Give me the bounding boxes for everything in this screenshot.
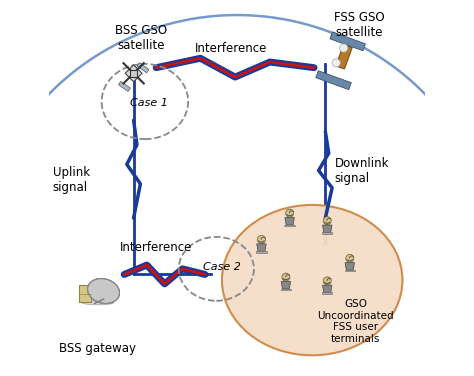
Bar — [118, 81, 130, 91]
Text: BSS gateway: BSS gateway — [59, 342, 137, 355]
Polygon shape — [281, 282, 291, 289]
Bar — [256, 251, 267, 253]
Polygon shape — [125, 65, 142, 82]
Ellipse shape — [88, 279, 119, 303]
Polygon shape — [322, 285, 332, 293]
Circle shape — [257, 235, 265, 244]
Text: Downlink
signal: Downlink signal — [335, 157, 389, 185]
Circle shape — [346, 254, 354, 262]
Bar — [130, 70, 137, 77]
Bar — [79, 285, 91, 302]
Text: Interference: Interference — [120, 241, 192, 254]
Text: BSS GSO
satellite: BSS GSO satellite — [115, 24, 167, 52]
Ellipse shape — [222, 205, 402, 355]
Text: FSS GSO
satellite: FSS GSO satellite — [334, 11, 384, 39]
Bar — [284, 225, 295, 226]
Circle shape — [339, 44, 348, 52]
Bar — [336, 44, 352, 69]
Polygon shape — [345, 263, 355, 270]
Circle shape — [323, 217, 331, 225]
Ellipse shape — [82, 301, 114, 305]
Bar — [345, 270, 355, 271]
Bar — [322, 232, 332, 234]
Bar — [137, 63, 149, 73]
Text: Case 2: Case 2 — [203, 262, 241, 272]
Polygon shape — [257, 244, 266, 251]
Circle shape — [282, 273, 290, 281]
Circle shape — [286, 209, 293, 217]
Text: Case 1: Case 1 — [130, 99, 168, 108]
Text: GSO
Uncoordinated
FSS user
terminals: GSO Uncoordinated FSS user terminals — [317, 299, 394, 344]
Polygon shape — [285, 218, 294, 225]
Bar — [322, 293, 332, 294]
Bar — [330, 32, 365, 51]
Polygon shape — [322, 225, 332, 232]
Bar — [281, 289, 291, 290]
Text: Uplink
signal: Uplink signal — [53, 167, 90, 194]
Circle shape — [332, 59, 340, 67]
Text: Interference: Interference — [195, 41, 267, 55]
Bar — [316, 71, 351, 90]
Circle shape — [323, 277, 331, 285]
